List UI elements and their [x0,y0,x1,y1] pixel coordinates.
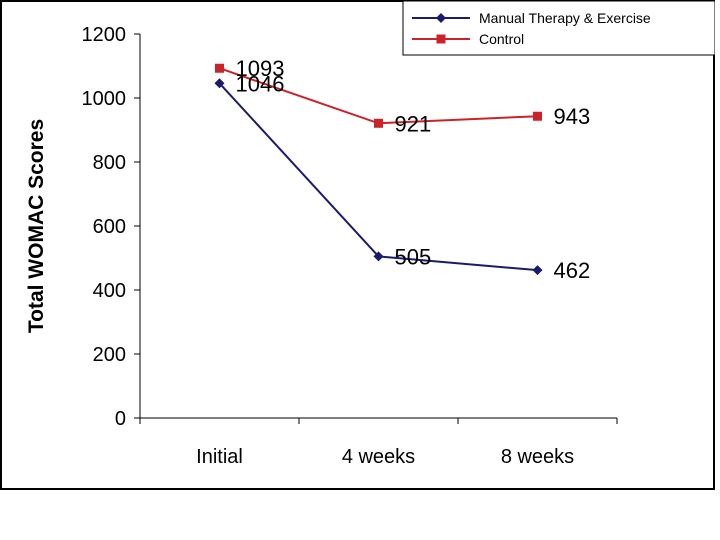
axes [134,33,618,424]
y-tick-label: 800 [93,152,126,174]
legend-marker-square [436,34,446,44]
y-tick-label: 0 [115,408,126,430]
legend: Manual Therapy & Exercise Control [402,0,715,56]
y-tick-label: 200 [93,344,126,366]
x-tick-label: Initial [196,446,243,468]
legend-label: Manual Therapy & Exercise [479,10,651,26]
y-tick-label: 1000 [82,88,127,110]
legend-label: Control [479,31,524,47]
data-labels: 1046 505 462 1093 921 943 [236,56,591,283]
data-label: 943 [554,104,591,129]
series-group [214,63,543,276]
y-tick-label: 1200 [82,24,127,46]
legend-box [402,0,715,56]
y-axis-label: Total WOMAC Scores [25,119,48,333]
data-point-diamond [373,251,384,262]
line-chart: 0 200 400 600 800 1000 1200 Initial 4 weeks 8 wee… [0,0,715,490]
data-label: 921 [395,111,432,136]
data-point-square [374,118,383,128]
data-point-square [215,63,224,73]
y-tick-label: 400 [93,280,126,302]
tick-labels: 0 200 400 600 800 1000 1200 Initial 4 weeks 8 wee… [82,24,575,468]
x-tick-label: 8 weeks [501,446,574,468]
x-tick-label: 4 weeks [342,446,415,468]
data-point-diamond [532,265,543,276]
data-label: 462 [554,258,591,283]
data-label: 505 [395,244,432,269]
y-tick-label: 600 [93,216,126,238]
data-point-square [533,111,542,121]
data-label: 1093 [236,56,285,81]
legend-marker-diamond [436,13,446,23]
chart-border [0,0,715,490]
chart-frame: 0 200 400 600 800 1000 1200 Initial 4 weeks 8 wee… [0,0,715,490]
data-label: 1046 [236,71,285,96]
data-point-diamond [214,78,225,89]
